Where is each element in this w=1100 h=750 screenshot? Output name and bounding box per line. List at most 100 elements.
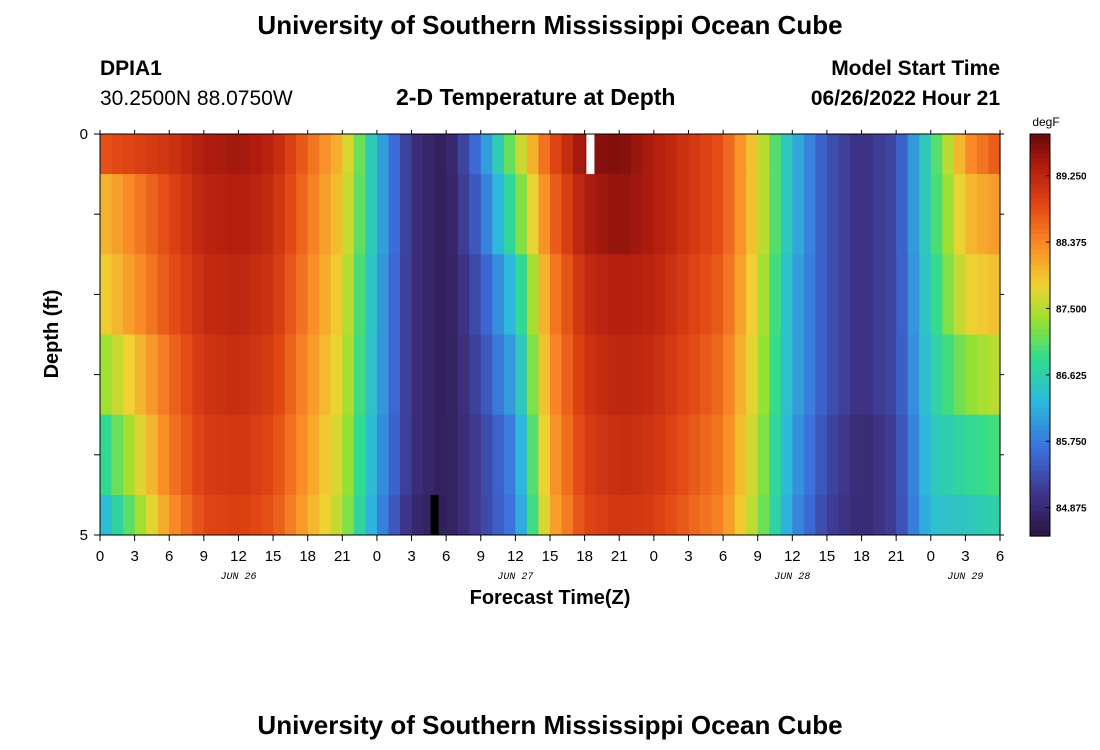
heatmap-cell bbox=[353, 414, 366, 496]
heatmap-cells bbox=[100, 134, 1001, 536]
heatmap-cell bbox=[711, 174, 724, 255]
heatmap-cell bbox=[480, 254, 493, 335]
heatmap-cell bbox=[919, 494, 932, 536]
colorbar-segment bbox=[1030, 365, 1050, 371]
heatmap-cell bbox=[192, 134, 205, 175]
heatmap-cell bbox=[630, 134, 643, 175]
colorbar-unit: degF bbox=[1032, 115, 1059, 129]
heatmap-cell bbox=[388, 334, 401, 416]
heatmap-cell bbox=[342, 414, 355, 496]
heatmap-cell bbox=[123, 334, 136, 416]
heatmap-cell bbox=[111, 414, 124, 496]
heatmap-cell bbox=[446, 494, 459, 536]
heatmap-cell bbox=[111, 254, 124, 335]
heatmap-cell bbox=[342, 254, 355, 335]
heatmap-cell bbox=[111, 494, 124, 536]
heatmap-cell bbox=[873, 334, 886, 416]
colorbar-segment bbox=[1030, 194, 1050, 200]
heatmap-cell bbox=[388, 254, 401, 335]
missing-data-cell bbox=[586, 134, 595, 175]
heatmap-cell bbox=[896, 174, 909, 255]
heatmap-cell bbox=[330, 134, 343, 175]
heatmap-cell bbox=[261, 334, 274, 416]
heatmap-cell bbox=[469, 134, 482, 175]
heatmap-cell bbox=[526, 134, 540, 175]
heatmap-cell bbox=[873, 174, 886, 255]
heatmap-cell bbox=[111, 334, 124, 416]
heatmap-cell bbox=[169, 174, 182, 255]
heatmap-cell bbox=[238, 334, 251, 416]
heatmap-cell bbox=[353, 494, 366, 536]
heatmap-cell bbox=[896, 494, 909, 536]
heatmap-cell bbox=[907, 134, 920, 175]
heatmap-cell bbox=[711, 254, 724, 335]
heatmap-cell bbox=[838, 174, 851, 255]
colorbar-segment bbox=[1030, 254, 1050, 261]
heatmap-cell bbox=[561, 414, 574, 496]
heatmap-cell bbox=[803, 254, 816, 335]
heatmap-cell bbox=[815, 174, 828, 255]
heatmap-cell bbox=[146, 254, 159, 335]
heatmap-cell bbox=[503, 254, 516, 335]
heatmap-cell bbox=[919, 254, 932, 335]
heatmap-cell bbox=[573, 134, 586, 175]
heatmap-cell bbox=[134, 494, 147, 536]
heatmap-cell bbox=[146, 334, 159, 416]
colorbar-segment bbox=[1030, 204, 1050, 210]
heatmap-cell bbox=[376, 334, 390, 416]
heatmap-cell bbox=[123, 494, 136, 536]
heatmap-cell bbox=[330, 494, 343, 536]
heatmap-cell bbox=[503, 414, 516, 496]
heatmap-cell bbox=[515, 334, 528, 416]
colorbar-segment bbox=[1030, 229, 1050, 236]
heatmap-cell bbox=[734, 414, 747, 496]
heatmap-cell bbox=[550, 414, 563, 496]
heatmap-cell bbox=[723, 414, 736, 496]
heatmap-cell bbox=[307, 174, 320, 255]
heatmap-cell bbox=[596, 494, 609, 536]
heatmap-cell bbox=[296, 494, 309, 536]
heatmap-cell bbox=[942, 254, 955, 335]
heatmap-cell bbox=[988, 174, 1001, 255]
heatmap-cell bbox=[861, 254, 874, 335]
heatmap-cell bbox=[342, 494, 355, 536]
heatmap-cell bbox=[100, 494, 113, 536]
heatmap-cell bbox=[757, 414, 770, 496]
heatmap-cell bbox=[653, 254, 666, 335]
colorbar-segment bbox=[1030, 335, 1050, 341]
heatmap-cell bbox=[365, 254, 378, 335]
colorbar-segment bbox=[1030, 465, 1050, 472]
colorbar-segment bbox=[1030, 400, 1050, 406]
colorbar-segment bbox=[1030, 375, 1050, 381]
heatmap-cell bbox=[953, 334, 966, 416]
heatmap-cell bbox=[492, 134, 505, 175]
heatmap-cell bbox=[665, 134, 678, 175]
heatmap-cell bbox=[584, 414, 597, 496]
colorbar-segment bbox=[1030, 209, 1050, 216]
heatmap-cell bbox=[192, 334, 205, 416]
heatmap-cell bbox=[503, 334, 516, 416]
colorbar-segment bbox=[1030, 440, 1050, 447]
heatmap-cell bbox=[907, 334, 920, 416]
heatmap-cell bbox=[780, 134, 793, 175]
heatmap-cell bbox=[226, 494, 240, 536]
heatmap-cell bbox=[561, 334, 574, 416]
heatmap-cell bbox=[538, 254, 551, 335]
heatmap-cell bbox=[319, 494, 332, 536]
heatmap-cell bbox=[976, 174, 990, 255]
heatmap-cell bbox=[296, 134, 309, 175]
colorbar-segment bbox=[1030, 214, 1050, 221]
heatmap-cell bbox=[642, 134, 655, 175]
heatmap-cell bbox=[930, 494, 943, 536]
heatmap-cell bbox=[111, 174, 124, 255]
x-tick-label: 12 bbox=[230, 548, 247, 565]
heatmap-cell bbox=[953, 494, 966, 536]
heatmap-cell bbox=[376, 174, 390, 255]
heatmap-cell bbox=[907, 174, 920, 255]
heatmap-cell bbox=[780, 494, 793, 536]
colorbar-segment bbox=[1030, 385, 1050, 391]
heatmap-cell bbox=[238, 174, 251, 255]
heatmap-cell bbox=[538, 174, 551, 255]
heatmap-cell bbox=[642, 174, 655, 255]
heatmap-cell bbox=[711, 494, 724, 536]
